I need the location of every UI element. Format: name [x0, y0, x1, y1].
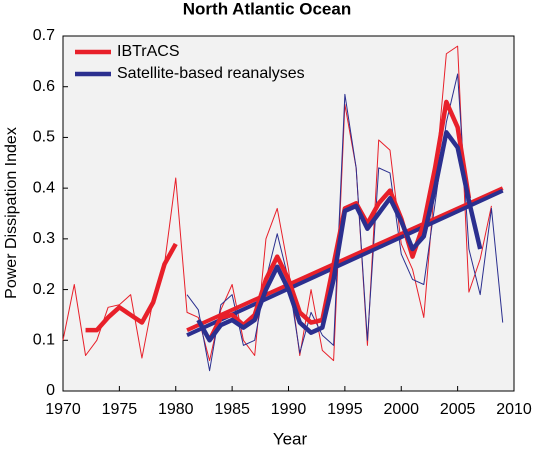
- y-tick-label: 0.7: [33, 27, 55, 44]
- x-tick-label: 1995: [327, 401, 363, 418]
- y-axis-label: Power Dissipation Index: [3, 127, 20, 299]
- trend-line: [186, 186, 504, 332]
- plot-area: [62, 35, 515, 392]
- x-tick-label: 1985: [214, 401, 250, 418]
- legend-label: Satellite-based reanalyses: [117, 65, 305, 82]
- y-tick-label: 0.5: [33, 129, 55, 146]
- x-tick-label: 1970: [45, 401, 81, 418]
- y-tick-label: 0.1: [33, 332, 55, 349]
- legend-label: IBTrACS: [117, 43, 180, 60]
- x-tick-label: 1975: [102, 401, 138, 418]
- y-tick-label: 0.3: [33, 230, 55, 247]
- x-tick-label: 2000: [383, 401, 419, 418]
- y-tick-label: 0: [46, 382, 55, 399]
- smoothed-line: [196, 130, 483, 343]
- x-tick-label: 2005: [440, 401, 476, 418]
- trend-line: [186, 188, 504, 338]
- y-tick-label: 0.6: [33, 78, 55, 95]
- x-tick-label: 1990: [271, 401, 307, 418]
- y-tick-label: 0.4: [33, 179, 55, 196]
- x-tick-label: 1980: [158, 401, 194, 418]
- y-tick-label: 0.2: [33, 281, 55, 298]
- x-tick-label: 2010: [496, 401, 532, 418]
- chart-title: North Atlantic Ocean: [183, 0, 351, 18]
- x-axis-label: Year: [273, 429, 308, 448]
